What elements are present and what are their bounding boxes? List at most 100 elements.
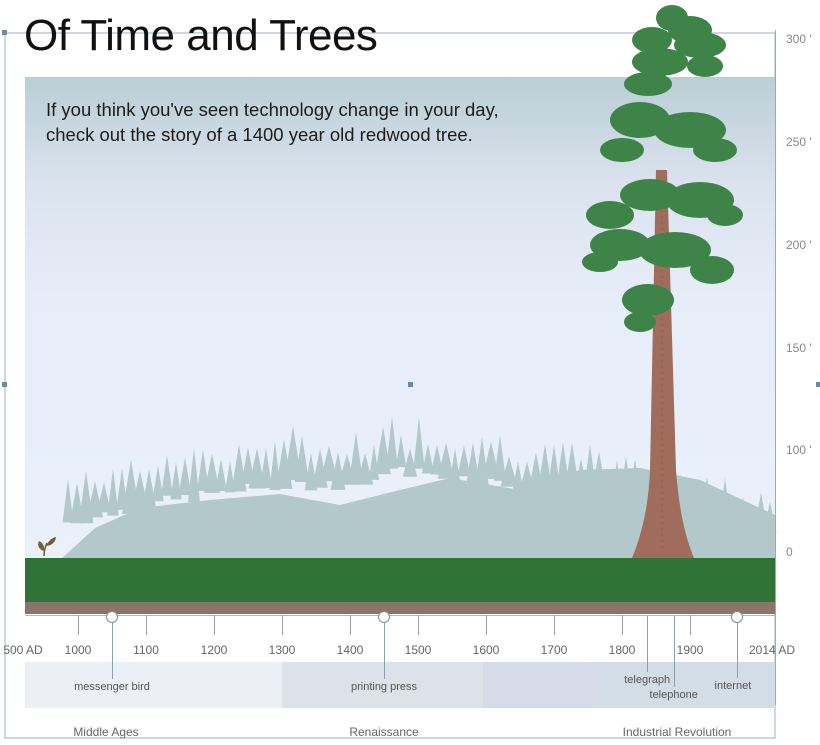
grass-strip	[25, 558, 775, 602]
era-band	[282, 662, 483, 708]
distant-tree	[152, 465, 164, 502]
timeline-ruler	[25, 615, 775, 616]
event-stem	[112, 616, 113, 679]
height-axis-line	[775, 30, 776, 705]
foliage-clump	[687, 55, 723, 77]
foliage-clump	[624, 72, 672, 96]
distant-tree	[248, 448, 266, 489]
foliage-clump	[586, 201, 634, 229]
intro-line-2: check out the story of a 1400 year old r…	[46, 124, 473, 145]
era-band	[598, 662, 775, 708]
year-tick-mark	[622, 615, 623, 635]
intro-line-1: If you think you've seen technology chan…	[46, 99, 499, 120]
foliage-clump	[624, 312, 656, 332]
distant-tree	[241, 446, 255, 484]
event-stem	[673, 616, 675, 687]
event-pin[interactable]	[730, 611, 743, 623]
event-stem	[736, 616, 738, 678]
distant-tree	[753, 492, 769, 534]
distant-tree	[538, 444, 552, 487]
foliage-clump	[632, 27, 672, 53]
era-band	[25, 662, 282, 708]
redwood-tree	[582, 5, 743, 558]
distant-tree	[691, 479, 705, 528]
year-tick-mark	[690, 615, 691, 635]
distant-tree	[62, 478, 74, 523]
year-tick-label: 1700	[540, 643, 568, 657]
event-label[interactable]: telegraph	[624, 674, 671, 686]
year-tick-label: 1300	[268, 643, 296, 657]
distant-tree	[356, 453, 374, 485]
era-label: Renaissance	[349, 725, 419, 739]
foliage-clump	[620, 179, 680, 211]
distant-tree	[178, 457, 192, 496]
soil-strip	[25, 602, 775, 614]
year-tick-mark	[78, 615, 79, 635]
distant-tree	[493, 434, 507, 481]
height-tick-300: 300 '	[786, 32, 812, 46]
event-pin[interactable]	[378, 611, 390, 623]
distant-tree	[500, 456, 518, 487]
year-tick-mark	[350, 615, 351, 635]
distant-tree	[284, 425, 302, 480]
distant-tree	[386, 416, 398, 469]
distant-tree	[457, 445, 471, 477]
foliage-clump	[693, 138, 737, 162]
distant-tree	[482, 441, 500, 479]
year-tick-mark	[486, 615, 487, 635]
foliage-clump	[632, 48, 688, 76]
page-title: Of Time and Trees	[24, 11, 378, 60]
distant-tree	[466, 442, 480, 484]
height-tick-250: 250 '	[786, 135, 812, 149]
year-tick-label: 1600	[472, 643, 500, 657]
distant-tree	[763, 502, 777, 533]
distant-tree	[681, 491, 697, 525]
distant-tree	[197, 449, 209, 491]
selection-handle[interactable]	[816, 382, 820, 387]
foliage-clump	[600, 138, 644, 162]
sprout-icon	[38, 537, 56, 557]
height-tick-150: 150 '	[786, 341, 812, 355]
timeline-end-label: 2014 AD	[748, 643, 796, 657]
distant-tree	[421, 444, 435, 474]
selection-handle[interactable]	[2, 382, 7, 387]
distant-tree	[107, 468, 119, 516]
foliage-clump	[690, 256, 734, 284]
selection-handle[interactable]	[408, 382, 413, 387]
year-tick-label: 1400	[336, 643, 364, 657]
event-label[interactable]: printing press	[350, 681, 418, 693]
event-pin[interactable]	[106, 611, 118, 623]
distant-tree	[203, 453, 221, 493]
event-label[interactable]: telephone	[649, 689, 698, 701]
event-stem	[647, 616, 649, 672]
year-tick-mark	[418, 615, 419, 635]
era-label: Industrial Revolution	[622, 725, 732, 739]
event-label[interactable]: messenger bird	[74, 681, 150, 693]
distant-tree	[348, 432, 364, 485]
height-tick-0: 0	[786, 545, 793, 559]
height-tick-100: 100 '	[786, 443, 812, 457]
distant-tree	[735, 497, 751, 537]
era-band	[483, 662, 598, 708]
height-tick-200: 200 '	[786, 238, 812, 252]
distant-tree	[320, 445, 338, 482]
distant-tree	[413, 416, 425, 469]
selection-handle[interactable]	[2, 30, 7, 35]
distant-tree	[449, 448, 461, 481]
year-tick-mark	[282, 615, 283, 635]
event-label[interactable]: internet	[714, 680, 752, 692]
timeline-start-label: 500 AD	[3, 643, 43, 657]
distant-tree	[259, 447, 273, 489]
foliage-clump	[707, 204, 743, 226]
distant-tree	[395, 434, 407, 468]
distant-tree	[590, 451, 608, 498]
foliage-clump	[582, 252, 618, 272]
year-tick-label: 1500	[404, 643, 432, 657]
foliage-clump	[674, 32, 726, 58]
foliage-clump	[622, 284, 674, 316]
event-stem	[384, 616, 385, 679]
year-tick-label: 1900	[676, 643, 704, 657]
distant-tree	[170, 462, 182, 500]
distant-tree	[618, 456, 634, 507]
year-tick-mark	[214, 615, 215, 635]
